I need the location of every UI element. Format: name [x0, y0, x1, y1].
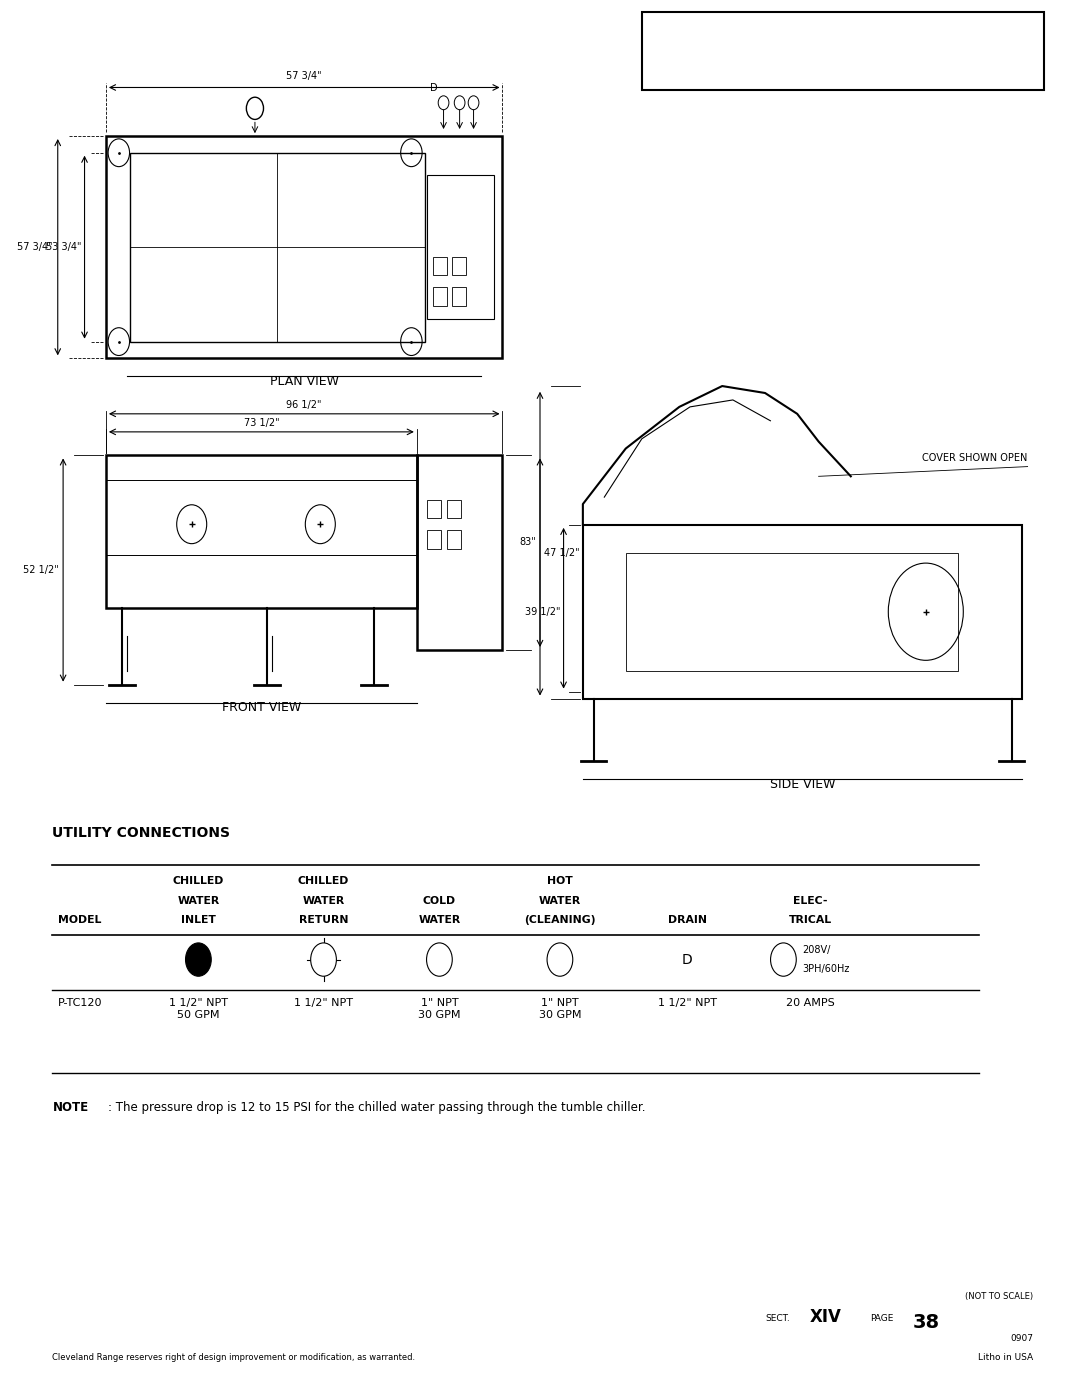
Text: P-TC120: P-TC120 — [57, 999, 103, 1009]
Bar — [428, 175, 494, 320]
Text: CHILLED: CHILLED — [298, 876, 349, 886]
Circle shape — [548, 943, 572, 977]
Circle shape — [186, 943, 212, 977]
Bar — [625, 553, 958, 671]
Circle shape — [455, 96, 465, 110]
Text: MINIMUM CLEARANCE: MINIMUM CLEARANCE — [770, 17, 916, 29]
Text: 57 3/4": 57 3/4" — [17, 242, 53, 253]
Text: 1" NPT
30 GPM: 1" NPT 30 GPM — [418, 999, 461, 1020]
Text: CW: CW — [434, 957, 445, 963]
Text: PLAN VIEW: PLAN VIEW — [270, 374, 339, 388]
Text: HW: HW — [554, 957, 565, 963]
Text: NOTE: NOTE — [53, 1101, 89, 1115]
Text: 20 AMPS: 20 AMPS — [786, 999, 835, 1009]
Text: 96 1/2": 96 1/2" — [286, 400, 322, 409]
Text: Litho in USA: Litho in USA — [977, 1354, 1032, 1362]
Text: 53 3/4": 53 3/4" — [45, 242, 81, 253]
Bar — [417, 455, 502, 650]
Text: 73 1/2": 73 1/2" — [244, 418, 279, 427]
Text: 12": 12" — [899, 74, 918, 84]
Text: CHILLED: CHILLED — [173, 876, 224, 886]
Text: WATER: WATER — [302, 895, 345, 905]
Text: D: D — [681, 953, 692, 967]
Bar — [433, 257, 447, 275]
Text: RETURN: RETURN — [299, 915, 348, 925]
Text: 1 1/2" NPT
50 GPM: 1 1/2" NPT 50 GPM — [168, 999, 228, 1020]
Text: HOT: HOT — [548, 876, 572, 886]
Circle shape — [770, 943, 796, 977]
Text: 12": 12" — [899, 56, 918, 66]
Text: Cleveland Range reserves right of design improvement or modification, as warrant: Cleveland Range reserves right of design… — [53, 1354, 416, 1362]
Text: 83": 83" — [519, 538, 536, 548]
Bar — [106, 136, 502, 358]
Circle shape — [311, 943, 336, 977]
Circle shape — [438, 96, 449, 110]
Text: INLET: INLET — [181, 915, 216, 925]
Text: 1 1/2" NPT: 1 1/2" NPT — [658, 999, 717, 1009]
Text: WATER: WATER — [418, 915, 460, 925]
Text: 57 3/4": 57 3/4" — [286, 70, 322, 81]
Text: SECT.: SECT. — [765, 1315, 789, 1323]
Text: PAGE: PAGE — [870, 1315, 893, 1323]
Text: UTILITY CONNECTIONS: UTILITY CONNECTIONS — [53, 826, 230, 840]
Circle shape — [469, 96, 478, 110]
Text: 0907: 0907 — [1010, 1334, 1032, 1343]
Bar — [583, 525, 1023, 698]
Bar — [106, 455, 417, 608]
Bar — [447, 531, 461, 549]
Bar — [433, 288, 447, 306]
Text: 208V/: 208V/ — [802, 944, 832, 954]
Text: D: D — [430, 82, 437, 94]
Text: 1 1/2" NPT: 1 1/2" NPT — [294, 999, 353, 1009]
Text: FRONT VIEW: FRONT VIEW — [221, 701, 301, 714]
Circle shape — [427, 943, 453, 977]
Bar — [453, 288, 467, 306]
Bar — [130, 152, 426, 342]
Text: REAR: REAR — [717, 74, 747, 84]
Bar — [428, 500, 442, 518]
Text: 39 1/2": 39 1/2" — [525, 606, 561, 616]
Text: 38: 38 — [913, 1313, 940, 1331]
Text: 3PH/60Hz: 3PH/60Hz — [802, 964, 850, 974]
Text: ELEC-: ELEC- — [793, 895, 827, 905]
Bar — [447, 500, 461, 518]
Bar — [453, 257, 467, 275]
Text: XIV: XIV — [810, 1308, 842, 1326]
Bar — [428, 531, 442, 549]
Text: COLD: COLD — [423, 895, 456, 905]
Circle shape — [246, 98, 264, 119]
Text: (CLEANING): (CLEANING) — [524, 915, 596, 925]
Text: MODEL: MODEL — [57, 915, 102, 925]
FancyBboxPatch shape — [642, 13, 1043, 91]
Text: FRONT: FRONT — [717, 38, 755, 47]
Text: 36": 36" — [899, 38, 918, 47]
Text: TRICAL: TRICAL — [788, 915, 832, 925]
Text: (NOT TO SCALE): (NOT TO SCALE) — [964, 1292, 1032, 1301]
Text: SIDE: SIDE — [717, 56, 743, 66]
Text: SIDE VIEW: SIDE VIEW — [770, 778, 835, 791]
Text: 47 1/2": 47 1/2" — [544, 548, 580, 557]
Text: 52 1/2": 52 1/2" — [23, 564, 58, 576]
Text: WATER: WATER — [539, 895, 581, 905]
Text: WATER: WATER — [177, 895, 219, 905]
Text: : The pressure drop is 12 to 15 PSI for the chilled water passing through the tu: : The pressure drop is 12 to 15 PSI for … — [108, 1101, 646, 1115]
Text: DRAIN: DRAIN — [667, 915, 707, 925]
Text: COVER SHOWN OPEN: COVER SHOWN OPEN — [922, 453, 1027, 462]
Text: 1" NPT
30 GPM: 1" NPT 30 GPM — [539, 999, 581, 1020]
